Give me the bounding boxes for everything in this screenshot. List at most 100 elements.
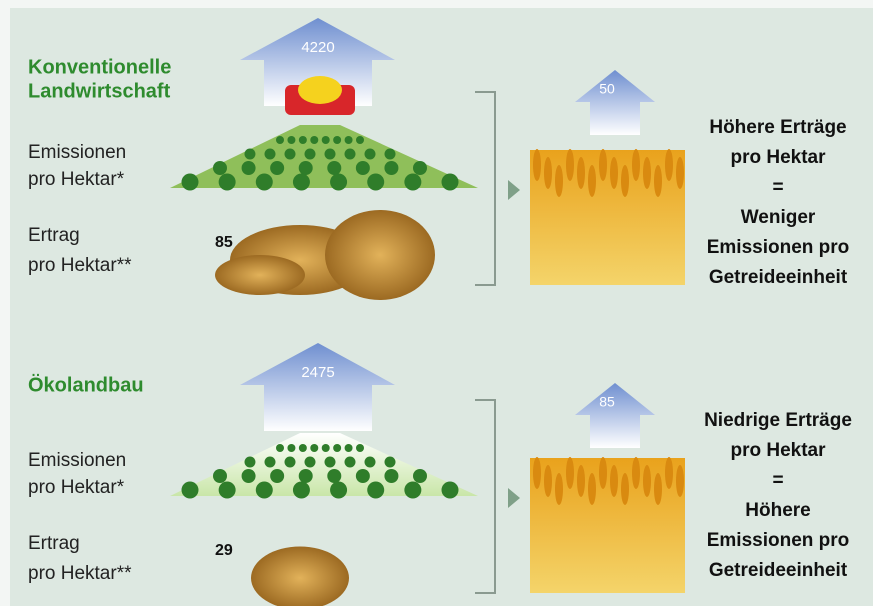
plant xyxy=(365,457,376,468)
per-unit-value: 50 xyxy=(599,81,615,97)
ear xyxy=(588,473,596,505)
plant xyxy=(276,136,284,144)
ear xyxy=(566,457,574,489)
plant xyxy=(245,149,256,160)
ear xyxy=(544,465,552,497)
ear xyxy=(555,165,563,197)
plant xyxy=(404,482,421,499)
emission-value: 4220 xyxy=(301,39,334,56)
plant xyxy=(285,149,296,160)
plant xyxy=(310,136,318,144)
plant xyxy=(270,161,284,175)
plant xyxy=(325,457,336,468)
emissions-label: pro Hektar* xyxy=(28,477,125,498)
plant xyxy=(293,174,310,191)
plant xyxy=(413,161,427,175)
wheat xyxy=(530,150,685,285)
conclusion: Weniger xyxy=(741,207,816,228)
section-title: Konventionelle xyxy=(28,56,171,78)
grain-pile xyxy=(325,210,435,300)
ear xyxy=(621,165,629,197)
plant xyxy=(384,161,398,175)
plant xyxy=(367,482,384,499)
plant xyxy=(356,136,364,144)
plant xyxy=(345,444,353,452)
ear xyxy=(544,157,552,189)
plant xyxy=(182,174,199,191)
emission-value: 2475 xyxy=(301,364,334,381)
plant xyxy=(345,149,356,160)
plant xyxy=(299,469,313,483)
plant xyxy=(322,136,330,144)
plant xyxy=(256,482,273,499)
plant xyxy=(325,149,336,160)
ear xyxy=(665,457,673,489)
ear xyxy=(610,157,618,189)
tank xyxy=(298,76,342,104)
plant xyxy=(356,444,364,452)
plant xyxy=(442,174,459,191)
yield-value: 85 xyxy=(215,234,233,251)
plant xyxy=(299,444,307,452)
plant xyxy=(270,469,284,483)
section-title: Landwirtschaft xyxy=(28,80,171,102)
plant xyxy=(333,444,341,452)
plant xyxy=(384,469,398,483)
ear xyxy=(643,465,651,497)
ear xyxy=(555,473,563,505)
conclusion: pro Hektar xyxy=(730,440,826,461)
plant xyxy=(256,174,273,191)
ear xyxy=(632,149,640,181)
ear xyxy=(533,457,541,489)
plant xyxy=(345,457,356,468)
plant xyxy=(242,469,256,483)
ear xyxy=(588,165,596,197)
plant xyxy=(404,174,421,191)
section-title: Ökolandbau xyxy=(28,373,144,396)
plant xyxy=(327,469,341,483)
conclusion: Emissionen pro xyxy=(707,530,850,551)
plant xyxy=(265,149,276,160)
plant xyxy=(293,482,310,499)
ear xyxy=(676,157,684,189)
plant xyxy=(299,136,307,144)
conclusion: Getreideeinheit xyxy=(709,267,848,288)
ear xyxy=(665,149,673,181)
ear xyxy=(610,465,618,497)
plant xyxy=(213,161,227,175)
conclusion: Emissionen pro xyxy=(707,237,850,258)
plant xyxy=(365,149,376,160)
ear xyxy=(577,465,585,497)
plant xyxy=(345,136,353,144)
plant xyxy=(385,457,396,468)
conclusion: Höhere Erträge xyxy=(709,117,846,138)
plant xyxy=(219,482,236,499)
ear xyxy=(577,157,585,189)
yield-label: Ertrag xyxy=(28,533,80,554)
yield-label: pro Hektar** xyxy=(28,255,132,276)
plant xyxy=(305,457,316,468)
ear xyxy=(632,457,640,489)
conclusion: Niedrige Erträge xyxy=(704,410,852,431)
ear xyxy=(654,165,662,197)
ear xyxy=(599,457,607,489)
grain-pile xyxy=(215,255,305,295)
plant xyxy=(299,161,313,175)
ear xyxy=(599,149,607,181)
conclusion: pro Hektar xyxy=(730,147,826,168)
plant xyxy=(182,482,199,499)
yield-label: pro Hektar** xyxy=(28,563,132,584)
plant xyxy=(285,457,296,468)
plant xyxy=(213,469,227,483)
plant xyxy=(442,482,459,499)
emissions-label: Emissionen xyxy=(28,450,126,471)
wheat xyxy=(530,458,685,593)
yield-label: Ertrag xyxy=(28,225,80,246)
plant xyxy=(367,174,384,191)
conclusion: = xyxy=(772,177,783,198)
ear xyxy=(676,465,684,497)
plant xyxy=(322,444,330,452)
plant xyxy=(413,469,427,483)
plant xyxy=(245,457,256,468)
plant xyxy=(356,161,370,175)
